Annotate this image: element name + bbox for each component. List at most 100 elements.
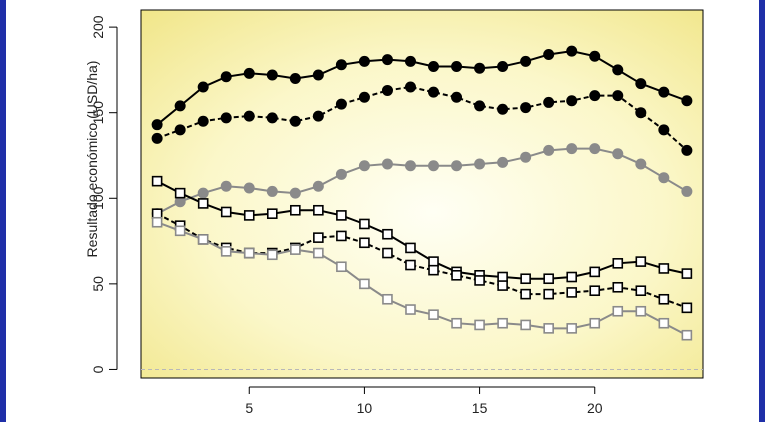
data-point: [312, 69, 324, 81]
data-point: [451, 317, 462, 329]
data-point: [151, 216, 163, 228]
data-point: [658, 317, 670, 329]
data-point: [635, 158, 647, 170]
data-point: [451, 270, 462, 281]
data-point: [197, 234, 209, 245]
data-point: [404, 81, 416, 93]
data-point: [474, 158, 486, 170]
data-point: [658, 124, 670, 136]
data-point: [243, 67, 255, 79]
data-point: [635, 256, 647, 267]
data-point: [358, 55, 370, 67]
data-point: [266, 249, 278, 261]
data-point: [681, 329, 693, 341]
data-point: [681, 144, 693, 156]
data-point: [313, 232, 324, 243]
data-point: [359, 278, 370, 290]
data-point: [589, 285, 601, 297]
data-point: [658, 263, 670, 274]
data-point: [335, 98, 347, 110]
data-point: [474, 62, 486, 74]
data-point: [428, 256, 439, 267]
y-axis-title: Resultado económico (USD/ha): [84, 61, 100, 258]
data-point: [381, 84, 393, 96]
data-point: [358, 160, 370, 172]
data-point: [497, 280, 508, 291]
data-point: [336, 230, 347, 242]
x-tick-label: 5: [245, 400, 253, 416]
data-point: [151, 175, 163, 187]
data-point: [520, 273, 531, 285]
data-point: [243, 210, 255, 221]
y-tick-label: 0: [90, 365, 106, 373]
data-point: [612, 64, 624, 76]
data-point: [658, 293, 670, 305]
data-point: [220, 246, 232, 257]
data-point: [543, 96, 555, 108]
right-border: [759, 0, 765, 422]
data-point: [382, 228, 393, 240]
data-point: [543, 144, 555, 156]
data-point: [612, 90, 624, 102]
data-point: [428, 160, 440, 172]
y-tick-label: 150: [90, 101, 106, 125]
data-point: [220, 112, 232, 124]
data-point: [635, 78, 647, 90]
data-point: [174, 100, 186, 112]
data-point: [405, 304, 416, 315]
data-point: [543, 288, 554, 300]
data-point: [290, 244, 301, 255]
data-point: [520, 288, 531, 300]
data-point: [612, 281, 624, 293]
data-point: [589, 143, 601, 155]
data-point: [566, 95, 578, 107]
data-point: [451, 60, 463, 72]
data-point: [520, 319, 531, 331]
data-point: [289, 115, 301, 127]
data-point: [520, 102, 532, 114]
data-point: [612, 258, 624, 269]
data-point: [313, 204, 324, 216]
data-point: [497, 103, 509, 115]
data-point: [174, 187, 186, 199]
data-point: [151, 132, 163, 144]
data-point: [174, 196, 186, 208]
data-point: [497, 156, 509, 168]
data-point: [405, 259, 416, 271]
y-tick-label: 100: [90, 186, 106, 210]
data-point: [520, 151, 532, 163]
data-point: [451, 160, 463, 172]
data-point: [681, 95, 693, 107]
data-point: [359, 218, 370, 230]
data-point: [312, 110, 324, 122]
data-point: [681, 302, 693, 314]
data-point: [497, 60, 509, 72]
data-point: [289, 187, 301, 199]
series-6: [151, 216, 693, 341]
data-point: [474, 275, 485, 286]
data-point: [220, 71, 232, 83]
data-point: [589, 90, 601, 102]
data-point: [681, 185, 693, 197]
data-point: [589, 266, 601, 278]
data-point: [635, 305, 647, 317]
data-point: [336, 210, 347, 221]
x-tick-label: 15: [472, 400, 488, 416]
data-point: [266, 112, 278, 124]
data-point: [266, 69, 278, 81]
data-point: [566, 45, 578, 57]
data-point: [658, 86, 670, 98]
data-point: [474, 100, 486, 112]
data-point: [151, 208, 163, 219]
data-point: [382, 247, 393, 259]
data-point: [290, 204, 301, 216]
data-point: [243, 182, 255, 194]
data-point: [151, 119, 163, 131]
data-point: [243, 247, 255, 259]
data-point: [174, 225, 186, 237]
data-point: [197, 115, 209, 127]
data-point: [543, 49, 555, 61]
data-point: [313, 247, 324, 259]
data-point: [174, 124, 186, 136]
y-tick-label: 50: [90, 276, 106, 292]
